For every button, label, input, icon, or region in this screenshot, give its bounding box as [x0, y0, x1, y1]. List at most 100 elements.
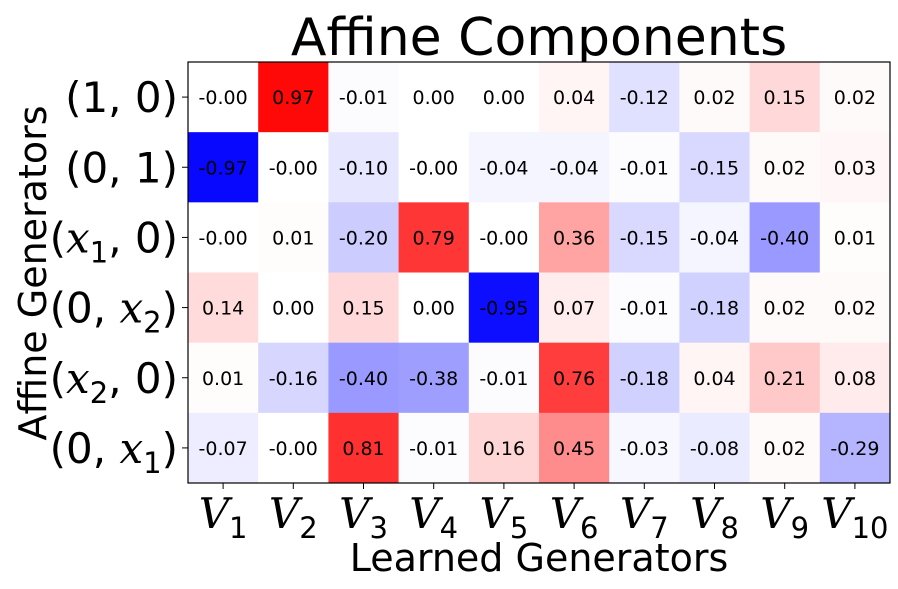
y-tick-label: (0, x2)	[50, 284, 178, 340]
y-tick-label: (x2, 0)	[50, 354, 178, 410]
heatmap-cell	[398, 342, 470, 414]
cell-value-label: 0.02	[764, 438, 806, 460]
cell-value-label: -0.10	[339, 157, 388, 179]
cell-value-label: -0.40	[760, 227, 809, 249]
heatmap-cell	[539, 62, 610, 133]
heatmap-cell-labels: -0.00 0.97 -0.01 0.00 0.00 0.04 -0.12 0.02 0.15 0…	[199, 87, 880, 460]
cell-value-label: 0.79	[413, 227, 455, 249]
heatmap-cell	[258, 342, 329, 414]
cell-value-label: 0.45	[553, 438, 595, 460]
heatmap-cell	[679, 202, 751, 273]
heatmap-cell	[188, 342, 259, 414]
heatmap-cell	[398, 62, 470, 133]
cell-value-label: -0.00	[199, 87, 248, 109]
y-tick-label: (0, 1)	[65, 143, 178, 192]
cell-value-label: -0.00	[269, 157, 318, 179]
cell-value-label: -0.15	[690, 157, 739, 179]
heatmap-cell	[258, 62, 329, 133]
cell-value-label: 0.36	[553, 227, 595, 249]
cell-value-label: -0.04	[690, 227, 739, 249]
cell-value-label: -0.00	[409, 157, 458, 179]
x-tick-label: V10	[821, 489, 888, 545]
cell-value-label: -0.16	[269, 368, 318, 390]
cell-value-label: -0.01	[620, 157, 669, 179]
heatmap-cell	[819, 202, 891, 273]
heatmap-cell	[188, 412, 259, 484]
heatmap-cell	[539, 272, 610, 344]
y-tick-label: (1, 0)	[65, 73, 178, 122]
heatmap-cell	[749, 342, 821, 414]
plot-frame	[187, 61, 891, 484]
heatmap-cell	[468, 412, 540, 484]
cell-value-label: 0.81	[342, 438, 384, 460]
cell-value-label: 0.04	[693, 368, 735, 390]
heatmap-cell	[749, 272, 821, 344]
heatmap-cell	[328, 412, 400, 484]
x-tick-label: V2	[269, 489, 318, 545]
x-tick-label: V3	[339, 489, 388, 545]
heatmap-cell	[609, 272, 680, 344]
cell-value-label: 0.01	[202, 368, 244, 390]
cell-value-label: 0.16	[483, 438, 525, 460]
heatmap-cell	[819, 272, 891, 344]
x-tick-label: V1	[199, 489, 248, 545]
heatmap-cell	[258, 202, 329, 273]
cell-value-label: 0.97	[272, 87, 314, 109]
heatmap-cell	[258, 272, 329, 344]
cell-value-label: 0.02	[693, 87, 735, 109]
heatmap-cell	[679, 272, 751, 344]
heatmap-cell	[328, 342, 400, 414]
cell-value-label: 0.15	[342, 298, 384, 320]
cell-value-label: -0.18	[690, 298, 739, 320]
heatmap-cell	[468, 342, 540, 414]
cell-value-label: -0.40	[339, 368, 388, 390]
heatmap-cell	[398, 272, 470, 344]
heatmap-cell	[468, 202, 540, 273]
heatmap-cell	[398, 412, 470, 484]
cell-value-label: -0.07	[199, 438, 248, 460]
heatmap-cell	[679, 132, 751, 203]
cell-value-label: 0.21	[764, 368, 806, 390]
heatmap-cell	[749, 132, 821, 203]
cell-value-label: 0.00	[483, 87, 525, 109]
x-tick-label: V5	[480, 489, 529, 545]
heatmap-cell	[819, 132, 891, 203]
cell-value-label: 0.01	[834, 227, 876, 249]
cell-value-label: 0.08	[834, 368, 876, 390]
cell-value-label: 0.04	[553, 87, 595, 109]
heatmap-cell	[188, 62, 259, 133]
heatmap-cell	[539, 342, 610, 414]
heatmap-cell	[188, 202, 259, 273]
cell-value-label: 0.02	[834, 87, 876, 109]
cell-value-label: -0.95	[479, 298, 528, 320]
y-axis-label: Affine Generators	[11, 105, 55, 440]
x-tick-label: V6	[550, 489, 599, 545]
cell-value-label: -0.00	[269, 438, 318, 460]
heatmap-cell	[258, 412, 329, 484]
heatmap-cell	[468, 132, 540, 203]
y-tick-label: (0, x1)	[50, 424, 178, 480]
heatmap-cell	[609, 132, 680, 203]
cell-value-label: -0.03	[620, 438, 669, 460]
y-tick-label: (x1, 0)	[50, 213, 178, 269]
heatmap-cell	[398, 132, 470, 203]
cell-value-label: 0.00	[272, 298, 314, 320]
heatmap-cells	[188, 62, 891, 484]
cell-value-label: -0.08	[690, 438, 739, 460]
heatmap-cell	[679, 62, 751, 133]
heatmap-cell	[679, 342, 751, 414]
cell-value-label: 0.76	[553, 368, 595, 390]
heatmap-cell	[609, 342, 680, 414]
heatmap-cell	[539, 202, 610, 273]
heatmap-cell	[539, 132, 610, 203]
cell-value-label: 0.03	[834, 157, 876, 179]
cell-value-label: 0.00	[413, 298, 455, 320]
heatmap-cell	[749, 62, 821, 133]
heatmap-cell	[539, 412, 610, 484]
heatmap-cell	[328, 272, 400, 344]
cell-value-label: -0.01	[620, 298, 669, 320]
heatmap-cell	[609, 412, 680, 484]
x-axis-ticks: V1 V2 V3 V4 V5 V6 V7 V8 V9 V10	[199, 483, 889, 545]
cell-value-label: 0.14	[202, 298, 244, 320]
